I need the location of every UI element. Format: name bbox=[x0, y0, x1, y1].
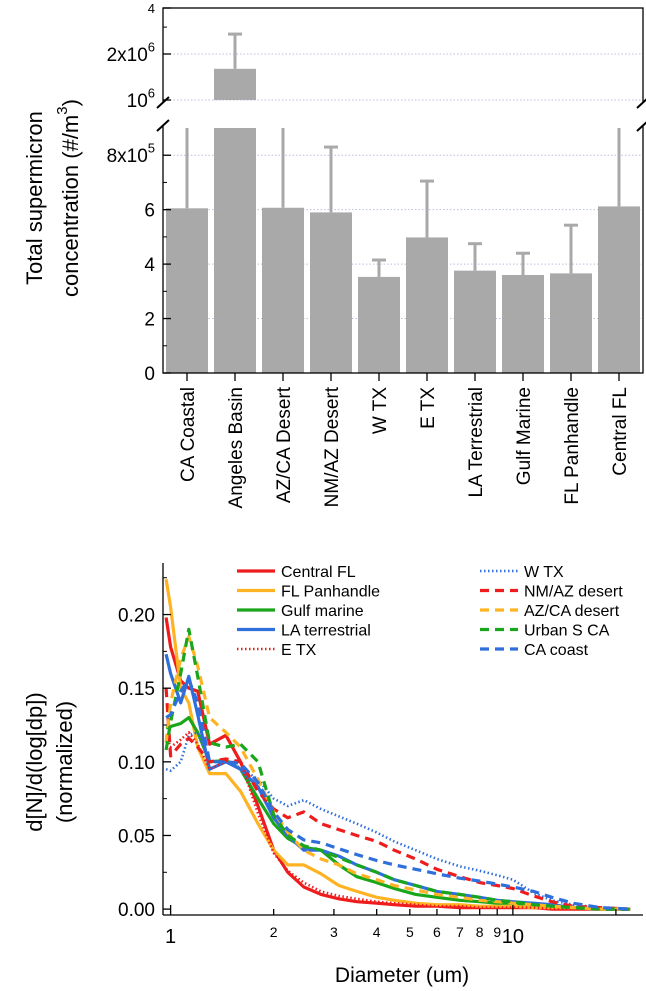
bottom-chart-xlabel: Diameter (um) bbox=[335, 964, 469, 987]
category-label-6: LA Terrestrial bbox=[466, 387, 487, 498]
lower-tick-label-1: 2 bbox=[144, 310, 155, 331]
top-chart-y-ticks: 0 2 4 6 8x105​ 106​ 2x106​ 4 bbox=[107, 1, 171, 385]
bottom-x-tick-label-6: 7 bbox=[456, 924, 464, 940]
series-line-5 bbox=[165, 731, 631, 911]
bottom-x-tick-label-9: 10 bbox=[502, 926, 524, 948]
bottom-x-tick-label-0: 1 bbox=[165, 926, 176, 948]
axis-break-mark-1-a bbox=[636, 98, 646, 109]
bar-5 bbox=[406, 237, 448, 373]
series-line-6 bbox=[164, 688, 631, 911]
bottom-y-tick-label-1: 0.05 bbox=[118, 826, 155, 847]
bottom-x-tick-label-3: 4 bbox=[373, 924, 381, 940]
legend-label-8: Urban S CA bbox=[524, 623, 610, 640]
bottom-chart-legend: Central FL FL Panhandle Gulf marine LA terr… bbox=[237, 564, 623, 659]
size-distribution-line-chart: 0.00 0.05 0.10 0.15 0.20 1 2 3 4 5 6 7 8 9 10 Central … bbox=[22, 563, 643, 987]
bar-1-lower bbox=[214, 128, 256, 373]
bottom-x-tick-label-5: 6 bbox=[433, 924, 441, 940]
axis-break-mark-0-a bbox=[156, 96, 170, 109]
bar-2 bbox=[262, 207, 304, 373]
top-chart-border bbox=[162, 7, 644, 374]
legend-label-3: LA terrestrial bbox=[281, 623, 371, 640]
bar-4 bbox=[358, 276, 400, 373]
lower-tick-label-4: 8x105​ bbox=[107, 141, 155, 168]
top-chart-frame bbox=[0, 7, 646, 374]
bottom-x-tick-label-2: 3 bbox=[330, 924, 338, 940]
bar-3 bbox=[310, 212, 352, 373]
series-line-3 bbox=[164, 653, 631, 911]
bottom-chart-ylabel-line2: (normalized) bbox=[52, 701, 77, 823]
bottom-y-tick-label-2: 0.10 bbox=[118, 753, 155, 774]
bottom-chart-frame bbox=[162, 563, 643, 916]
bar-0 bbox=[166, 208, 208, 373]
category-label-4: W TX bbox=[370, 387, 391, 434]
upper-tick-label-0: 106​ bbox=[127, 86, 155, 113]
legend-label-1: FL Panhandle bbox=[281, 584, 380, 601]
bottom-y-tick-label-4: 0.20 bbox=[118, 606, 155, 627]
bottom-x-tick-label-7: 8 bbox=[476, 924, 484, 940]
series-line-4 bbox=[164, 731, 631, 911]
top-chart-ylabel-line2: concentration (#/m3) bbox=[54, 99, 83, 297]
category-label-3: NM/AZ Desert bbox=[322, 386, 343, 507]
bottom-chart-series-lines bbox=[164, 578, 631, 911]
lower-tick-label-3: 6 bbox=[144, 201, 155, 222]
axis-break-gap bbox=[0, 102, 646, 126]
category-label-1: Angeles Basin bbox=[226, 387, 247, 508]
lower-tick-label-2: 4 bbox=[144, 255, 155, 276]
axis-break-mark-1-b bbox=[636, 121, 646, 132]
upper-tick-label-1: 2x106​ bbox=[107, 40, 155, 67]
top-chart-ylabel-line1: Total supermicron bbox=[22, 111, 47, 285]
bottom-chart-ticks: 0.00 0.05 0.10 0.15 0.20 1 2 3 4 5 6 7 8 9 10 bbox=[118, 577, 617, 948]
legend-label-4: E TX bbox=[281, 642, 317, 659]
bottom-y-tick-label-0: 0.00 bbox=[118, 900, 155, 921]
bar-8 bbox=[550, 273, 592, 373]
legend-label-7: AZ/CA desert bbox=[524, 603, 620, 620]
category-label-2: AZ/CA Desert bbox=[274, 386, 295, 503]
lower-tick-label-0: 0 bbox=[144, 364, 155, 385]
bar-7 bbox=[502, 275, 544, 373]
legend-label-9: CA coast bbox=[524, 642, 589, 659]
series-line-8 bbox=[164, 627, 631, 911]
category-label-8: FL Panhandle bbox=[562, 387, 583, 505]
supermicron-concentration-bar-chart: 0 2 4 6 8x105​ 106​ 2x106​ 4 CA Coastal Angeles … bbox=[0, 1, 646, 508]
bar-6 bbox=[454, 270, 496, 373]
top-chart-bars bbox=[166, 32, 640, 373]
axis-break-mark-0-b bbox=[156, 119, 170, 132]
legend-label-5: W TX bbox=[524, 564, 564, 581]
top-chart-category-labels: CA Coastal Angeles Basin AZ/CA Desert NM/AZ… bbox=[178, 373, 631, 508]
category-label-7: Gulf Marine bbox=[514, 387, 535, 485]
legend-label-6: NM/AZ desert bbox=[524, 584, 623, 601]
series-line-1 bbox=[164, 578, 631, 911]
bottom-chart-ylabel-line1: d[N]/d(log[dp]) bbox=[22, 692, 47, 831]
bottom-y-tick-label-3: 0.15 bbox=[118, 679, 155, 700]
category-label-9: Central FL bbox=[610, 387, 631, 476]
bottom-x-tick-label-1: 2 bbox=[270, 924, 278, 940]
upper-tick-label-2: 4 bbox=[148, 1, 155, 16]
bottom-x-tick-label-4: 5 bbox=[406, 924, 414, 940]
legend-label-2: Gulf marine bbox=[281, 603, 364, 620]
category-label-0: CA Coastal bbox=[178, 387, 199, 482]
series-line-7 bbox=[164, 635, 631, 911]
series-line-9 bbox=[165, 677, 631, 911]
bar-1-upper bbox=[214, 68, 256, 100]
bottom-x-tick-label-8: 9 bbox=[493, 924, 501, 940]
category-label-5: E TX bbox=[418, 387, 439, 429]
legend-label-0: Central FL bbox=[281, 564, 356, 581]
bar-9 bbox=[598, 206, 640, 373]
